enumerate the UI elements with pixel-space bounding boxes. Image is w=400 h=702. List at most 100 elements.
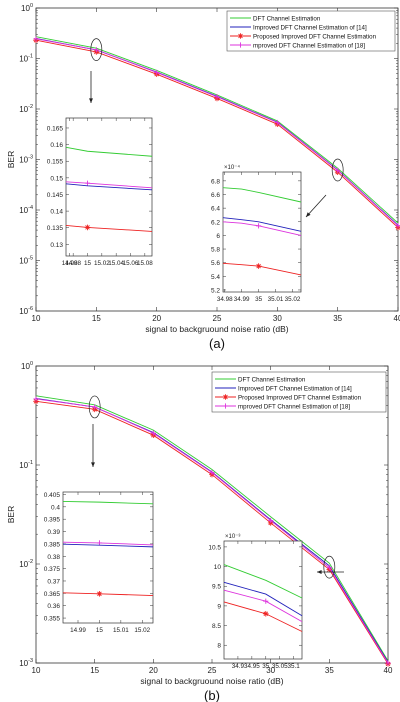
x-tick-label: 15 bbox=[92, 314, 101, 323]
inset-x-tick-label: 15 bbox=[96, 627, 104, 634]
inset-y-tick-label: 8 bbox=[217, 643, 221, 650]
x-axis-label: signal to backgruound noise ratio (dB) bbox=[145, 324, 288, 334]
y-tick-base: 10 bbox=[19, 659, 28, 668]
inset-y-tick-label: 9 bbox=[217, 603, 221, 610]
inset-y-tick-label: 0.38 bbox=[47, 554, 60, 561]
inset-x-tick-label: 35.1 bbox=[288, 663, 301, 670]
inset-line-proposed bbox=[222, 262, 302, 276]
y-tick-exponent: -3 bbox=[28, 658, 33, 664]
plus-marker bbox=[84, 180, 91, 186]
x-tick-label: 40 bbox=[384, 666, 393, 675]
inset-y-tick-label: 0.375 bbox=[44, 566, 61, 573]
y-tick-label: 10-1 bbox=[19, 460, 33, 470]
inset-x-tick-label: 15.01 bbox=[113, 627, 129, 634]
inset-y-tick-label: 6 bbox=[216, 233, 220, 240]
star-marker bbox=[84, 224, 91, 231]
inset-line-improved14 bbox=[65, 183, 153, 191]
star-stroke bbox=[238, 33, 243, 39]
chart-0-inset-0: 0.165 0.16 0.155 0.15 0.145 0.14 0.135 0.13 14.9… bbox=[47, 71, 153, 267]
zoom-arrowhead bbox=[317, 570, 322, 574]
y-tick-base: 10 bbox=[19, 105, 28, 114]
zoom-ellipse bbox=[90, 38, 103, 61]
inset-line-improved14 bbox=[62, 543, 154, 548]
chart-1-inset-1: 10.5 10 9.5 9 8.5 8 34.9 34.95 35 35.05 35.1 ×10⁻³ bbox=[208, 534, 344, 670]
y-tick-base: 10 bbox=[19, 257, 28, 266]
x-tick-label: 30 bbox=[273, 314, 282, 323]
zoom-ellipse bbox=[323, 555, 336, 579]
inset-y-tick-label: 0.385 bbox=[44, 541, 61, 548]
inset-y-tick-label: 0.15 bbox=[50, 175, 63, 182]
plus-marker bbox=[335, 167, 341, 173]
star-stroke bbox=[263, 611, 269, 617]
y-tick-label: 10-4 bbox=[19, 205, 33, 215]
inset-x-tick-label: 15.04 bbox=[108, 260, 124, 267]
inset-y-tick-label: 0.4 bbox=[51, 504, 60, 511]
star-stroke bbox=[85, 225, 90, 230]
inset-y-tick-label: 8.5 bbox=[212, 623, 221, 630]
inset-y-tick-label: 0.395 bbox=[44, 517, 61, 524]
y-tick-label: 10-5 bbox=[19, 256, 33, 266]
plus-marker bbox=[268, 517, 274, 524]
y-tick-label: 100 bbox=[21, 3, 33, 13]
inset-y-tick-label: 0.165 bbox=[47, 125, 64, 132]
y-tick-exponent: 0 bbox=[30, 3, 33, 9]
zoom-ellipse bbox=[331, 158, 344, 182]
inset-y-tick-label: 0.14 bbox=[50, 209, 63, 216]
y-tick-exponent: -4 bbox=[28, 205, 33, 211]
inset-x-tick-label: 14.98 bbox=[62, 260, 78, 267]
y-tick-exponent: -2 bbox=[28, 104, 33, 110]
inset-y-tick-label: 0.13 bbox=[50, 242, 63, 249]
chart-1-inset-0: 0.405 0.4 0.395 0.39 0.385 0.38 0.375 0.37 0.365… bbox=[44, 424, 154, 634]
plus-marker bbox=[385, 660, 391, 666]
x-tick-label: 35 bbox=[333, 314, 342, 323]
figure-caption: (a) bbox=[209, 336, 225, 351]
plus-marker bbox=[256, 223, 262, 229]
inset-y-tick-label: 6.8 bbox=[211, 178, 220, 185]
star-marker bbox=[255, 263, 262, 269]
star-marker bbox=[96, 591, 103, 597]
legend-label: mproved DFT Channel Estimation of [18] bbox=[253, 43, 365, 50]
y-tick-exponent: -6 bbox=[28, 306, 33, 312]
plus-marker bbox=[237, 42, 244, 48]
star-marker bbox=[222, 394, 229, 400]
inset-x-tick-label: 15.08 bbox=[137, 260, 153, 267]
inset-x-tick-label: 35.05 bbox=[272, 663, 288, 670]
chart-0-inset-1: 6.8 6.6 6.4 6.2 6 5.8 5.6 5.4 5.2 34.98 34.99 35 35.… bbox=[211, 164, 327, 303]
inset-y-tick-label: 6.6 bbox=[211, 192, 220, 199]
inset-x-tick-label: 35 bbox=[262, 663, 270, 670]
legend-label: DFT Channel Estimation bbox=[238, 377, 306, 384]
x-tick-label: 25 bbox=[213, 314, 222, 323]
x-tick-label: 25 bbox=[208, 666, 217, 675]
inset-line-dft bbox=[62, 500, 154, 505]
inset-y-tick-label: 0.365 bbox=[44, 591, 61, 598]
inset-y-tick-label: 5.4 bbox=[211, 274, 220, 281]
inset-frame bbox=[62, 491, 154, 624]
inset-x-tick-label: 15.02 bbox=[94, 260, 110, 267]
inset-line-dft bbox=[223, 564, 303, 599]
inset-x-tick-label: 15 bbox=[84, 260, 92, 267]
x-tick-label: 40 bbox=[394, 314, 400, 323]
star-stroke bbox=[223, 394, 228, 400]
star-stroke bbox=[97, 591, 102, 597]
inset-line-improved14 bbox=[223, 581, 303, 617]
figure-caption: (b) bbox=[204, 688, 220, 702]
plus-marker bbox=[326, 564, 332, 571]
y-tick-base: 10 bbox=[19, 55, 28, 64]
legend-box bbox=[211, 371, 387, 413]
inset-y-tick-label: 0.37 bbox=[47, 578, 60, 585]
y-tick-exponent: -2 bbox=[28, 559, 33, 565]
inset-x-tick-label: 35 bbox=[255, 296, 263, 303]
inset-y-tick-label: 0.355 bbox=[44, 616, 61, 623]
inset-y-tick-label: 5.6 bbox=[211, 260, 220, 267]
y-tick-base: 10 bbox=[19, 156, 28, 165]
plus-marker bbox=[33, 396, 39, 402]
plus-marker bbox=[93, 47, 99, 53]
y-tick-label: 100 bbox=[21, 361, 33, 371]
zoom-arrowhead bbox=[91, 462, 95, 467]
x-tick-label: 20 bbox=[152, 314, 161, 323]
y-tick-label: 10-3 bbox=[19, 658, 33, 668]
x-tick-label: 30 bbox=[266, 666, 275, 675]
plus-marker bbox=[222, 403, 229, 409]
inset-line-dft bbox=[222, 187, 302, 203]
